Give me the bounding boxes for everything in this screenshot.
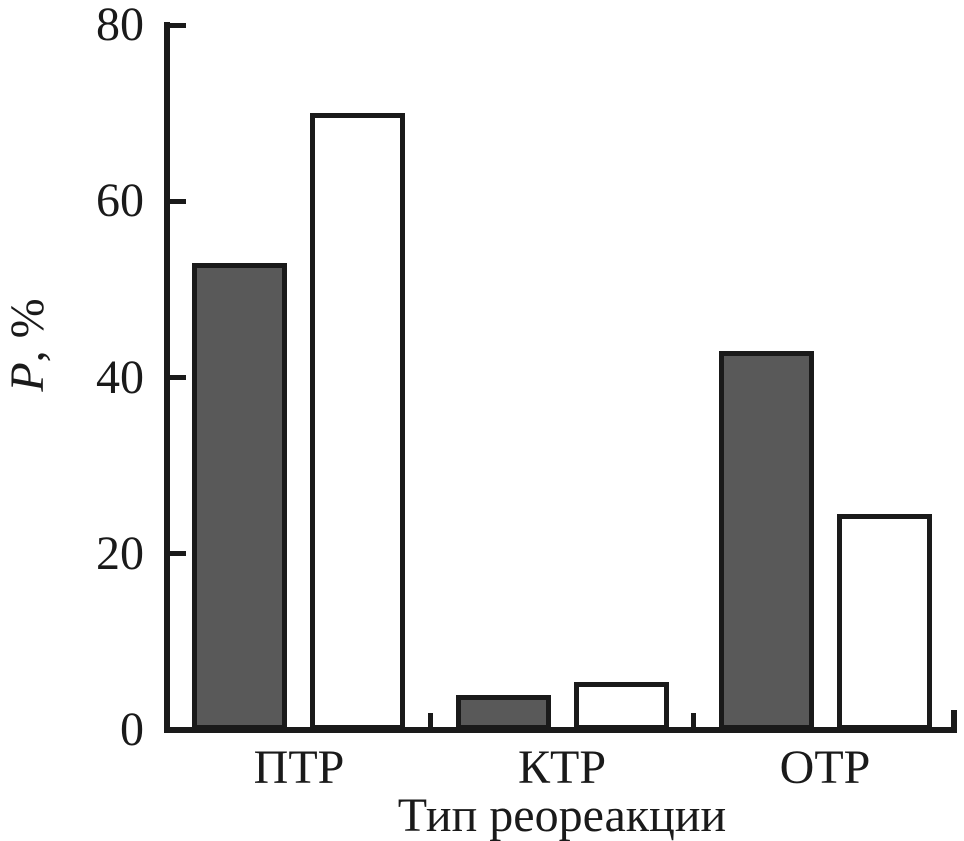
category-label: КТР [517,741,607,794]
y-tick-label: 20 [96,527,144,580]
y-axis-tick [167,23,186,28]
x-axis-boundary-tick [428,713,433,730]
y-tick-label: 80 [96,0,144,51]
y-axis-tick [167,551,186,556]
y-axis-title: P, % [0,195,58,495]
bar-dark-gray-bars-КТР [456,695,551,730]
bar-white-bars-ПТР [310,113,405,730]
y-tick-label: 40 [96,351,144,404]
y-axis-tick [167,199,186,204]
x-axis-boundary-tick [691,713,696,730]
x-axis-line [164,727,957,733]
bar-white-bars-КТР [574,682,669,730]
x-axis-title: Тип реореакции [397,789,727,841]
y-axis-tick [167,375,186,380]
category-label: ОТР [779,741,871,794]
bar-dark-gray-bars-ОТР [719,351,814,730]
bar-white-bars-ОТР [837,514,932,730]
y-tick-label: 60 [96,174,144,227]
category-label: ПТР [253,741,345,794]
y-axis-title-unit: , % [1,298,54,363]
bar-dark-gray-bars-ПТР [192,263,287,730]
y-tick-label: 0 [120,703,144,756]
x-axis-end-tick [951,710,957,730]
